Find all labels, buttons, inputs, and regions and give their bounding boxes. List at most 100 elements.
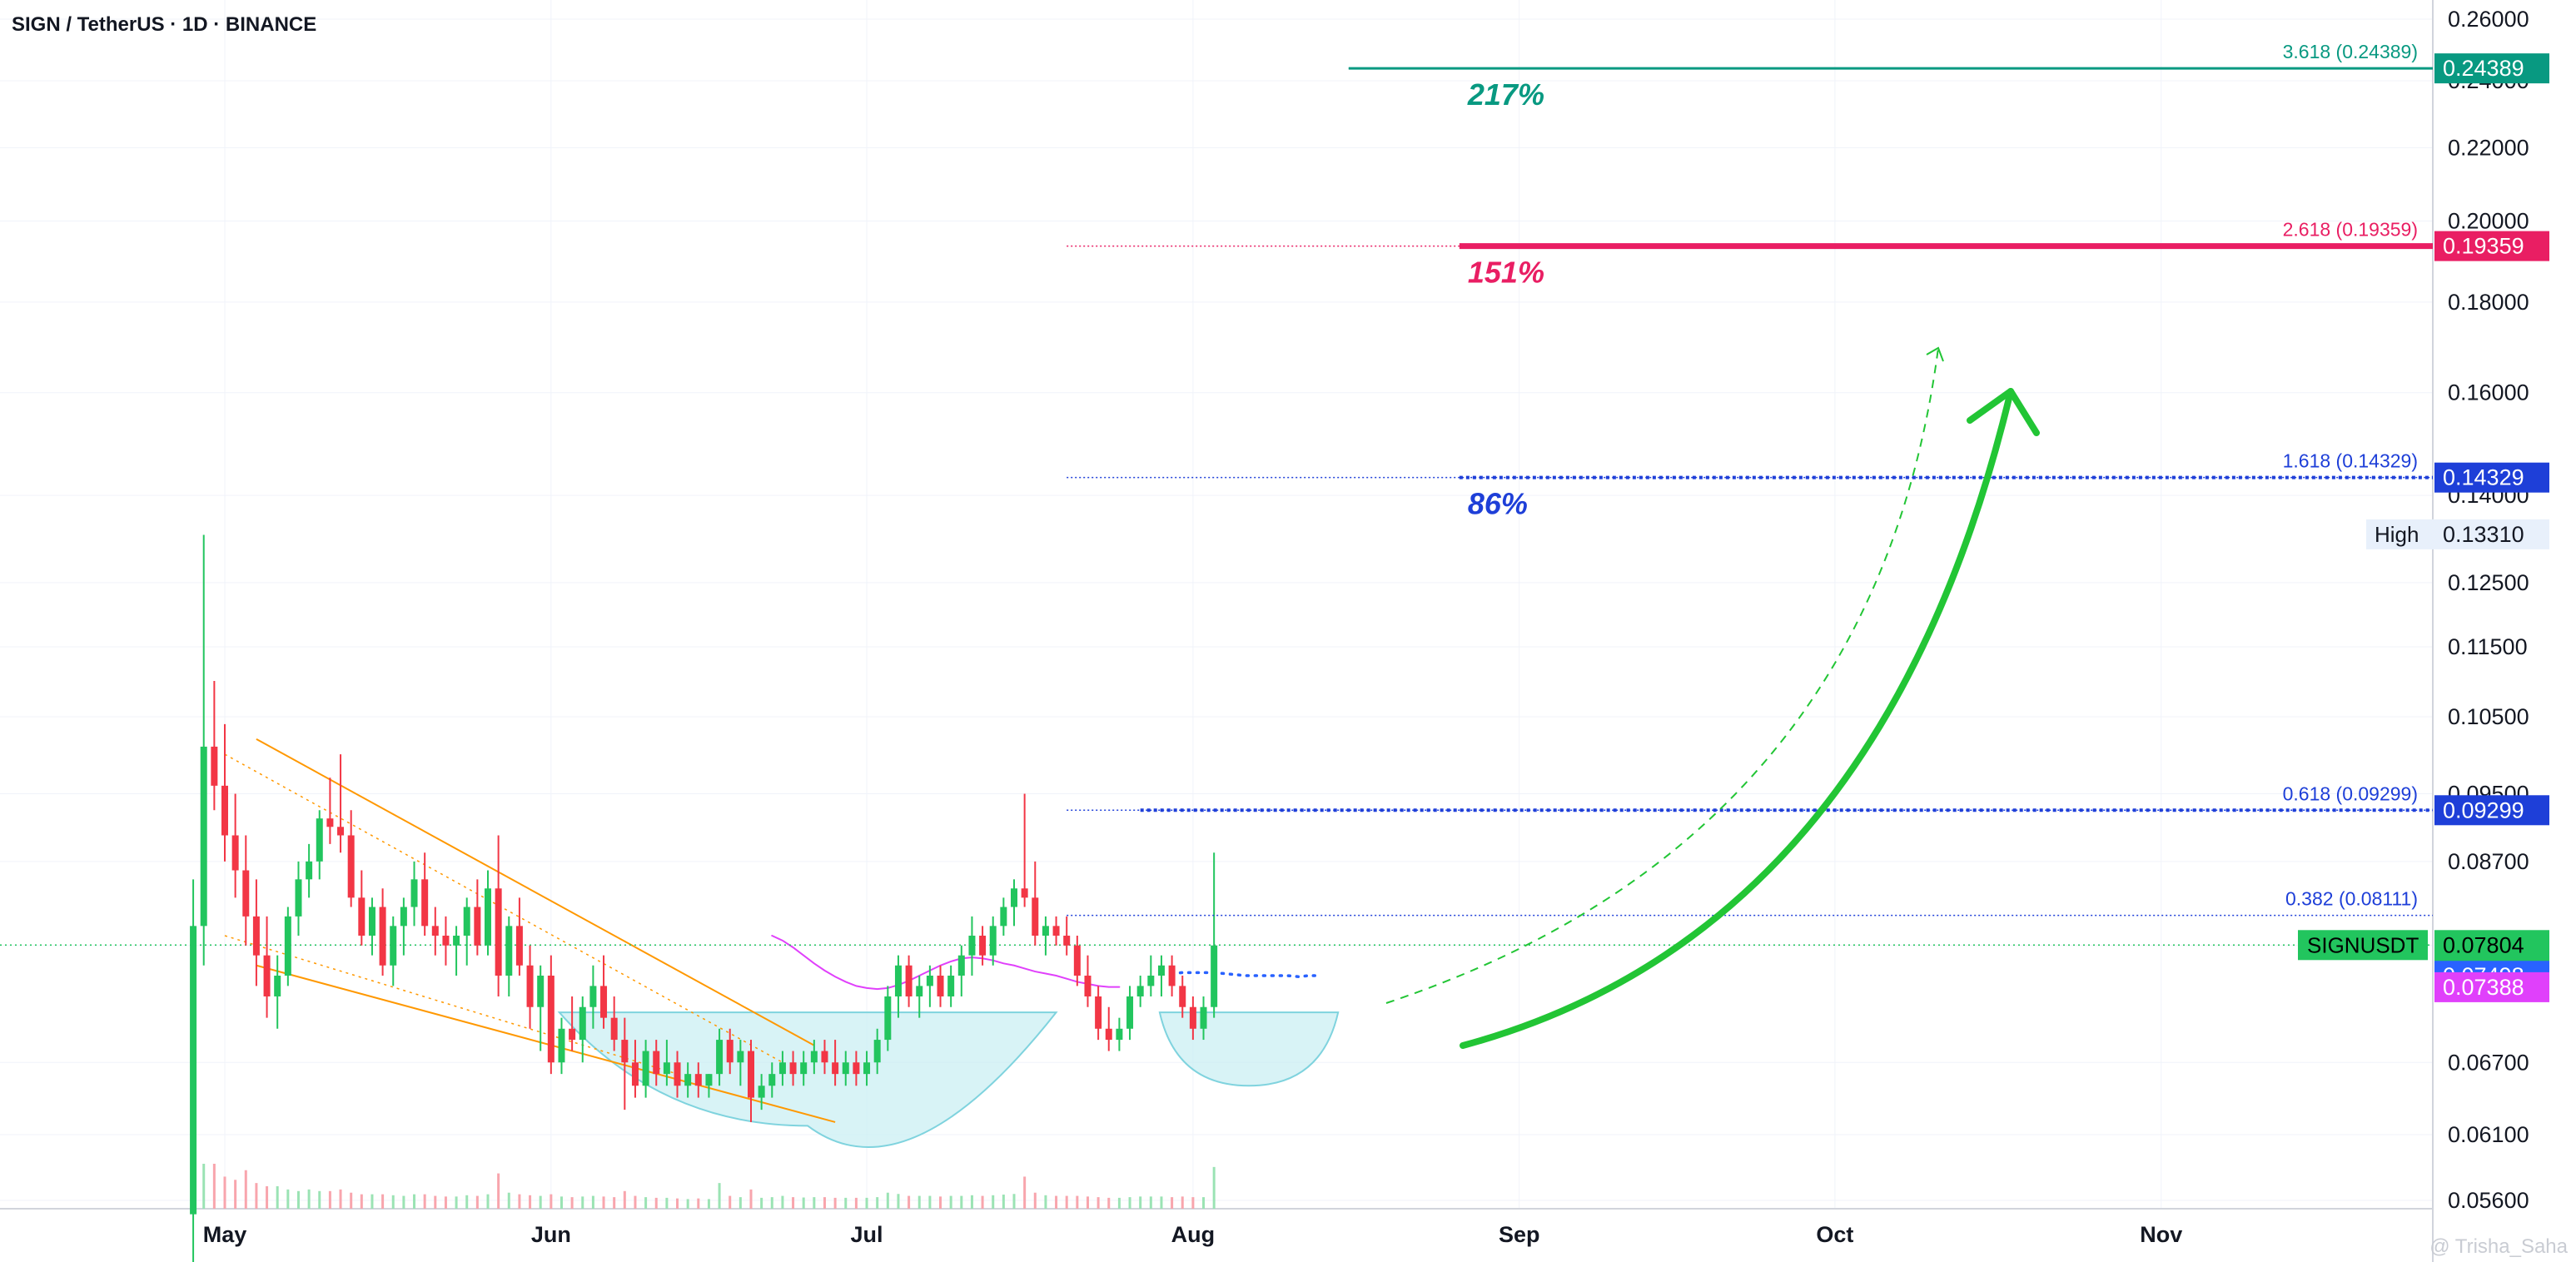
candle xyxy=(190,879,197,1262)
candle-body xyxy=(1095,996,1102,1029)
candle xyxy=(748,1040,754,1122)
candle xyxy=(495,835,502,996)
candle xyxy=(263,916,271,1018)
candle xyxy=(842,1051,849,1086)
candle-body xyxy=(316,818,323,862)
high-badge-tag: High xyxy=(2375,522,2419,547)
volume-bar xyxy=(813,1197,816,1209)
volume-bar xyxy=(455,1196,458,1209)
wedge-upper-line xyxy=(256,738,815,1046)
price-tick-label: 0.06100 xyxy=(2448,1122,2529,1147)
price-badge: 0.07388 xyxy=(2434,971,2549,1002)
volume-bar xyxy=(908,1195,911,1209)
candle-body xyxy=(1073,945,1081,976)
volume-bar xyxy=(676,1198,679,1209)
candle-body xyxy=(200,746,207,927)
candle xyxy=(368,897,375,956)
candle xyxy=(547,955,554,1075)
volume-bar xyxy=(559,1196,563,1209)
volume-bar xyxy=(1160,1196,1163,1209)
candle xyxy=(968,916,976,976)
candle xyxy=(1147,955,1155,996)
price-badge: 0.24389 xyxy=(2434,53,2549,84)
candle-body xyxy=(631,1062,639,1086)
candle xyxy=(347,810,355,907)
price-tick-label: 0.26000 xyxy=(2448,7,2529,32)
volume-bar xyxy=(634,1195,637,1209)
price-tick-label: 0.18000 xyxy=(2448,290,2529,315)
candle-body xyxy=(800,1062,808,1075)
candle xyxy=(947,965,955,1007)
time-tick-label: Aug xyxy=(1171,1222,1215,1247)
candle-body xyxy=(694,1074,702,1086)
volume-bar xyxy=(296,1190,300,1209)
candle-body xyxy=(789,1062,797,1075)
candle xyxy=(1211,852,1218,1018)
wedge-mid-line xyxy=(224,935,678,1075)
volume-bar xyxy=(1086,1196,1089,1209)
candle-body xyxy=(495,888,502,976)
volume-bar xyxy=(833,1197,837,1209)
candle-body xyxy=(347,835,355,898)
volume-bar xyxy=(1076,1195,1079,1209)
candle xyxy=(400,897,407,956)
fib-level-2-618: 2.618 (0.19359) 151% xyxy=(1067,219,2433,290)
candle xyxy=(1042,916,1049,956)
volume-bar xyxy=(381,1194,385,1209)
candle xyxy=(957,945,965,996)
candle xyxy=(252,879,260,986)
volume-bar xyxy=(307,1189,311,1209)
candle xyxy=(653,1040,660,1086)
candle-body xyxy=(832,1062,839,1075)
candle xyxy=(789,1051,797,1086)
price-tick-label: 0.06700 xyxy=(2448,1050,2529,1075)
candle-body xyxy=(1042,926,1049,936)
candle-body xyxy=(390,926,397,966)
candle-body xyxy=(957,955,965,976)
candle-body xyxy=(821,1051,828,1063)
candle xyxy=(284,907,291,986)
symbol-badge-bg xyxy=(2298,930,2428,961)
candle xyxy=(894,955,902,1018)
candle xyxy=(1063,916,1071,956)
volume-bar xyxy=(234,1180,237,1209)
volume-bar xyxy=(465,1195,469,1209)
candle-body xyxy=(537,976,545,1007)
fib-levels: 3.618 (0.24389) 217% 2.618 (0.19359) 151% 1.… xyxy=(1067,41,2433,917)
volume-bar xyxy=(665,1197,669,1209)
candle-body xyxy=(1105,1028,1112,1041)
candle-body xyxy=(1179,986,1186,1007)
candle xyxy=(316,810,323,880)
volume-bar xyxy=(1139,1196,1142,1209)
volume-bar xyxy=(718,1183,721,1209)
symbol-badge-tag: SIGNUSDT xyxy=(2307,932,2419,957)
candle-body xyxy=(778,1062,786,1075)
candle-body xyxy=(726,1040,734,1063)
candle-body xyxy=(463,907,470,936)
volume-bar xyxy=(949,1195,952,1209)
candle-body xyxy=(968,935,976,956)
volume-bar xyxy=(729,1195,732,1209)
volume-bar xyxy=(266,1186,269,1209)
cup-pattern-2 xyxy=(1158,1011,1340,1087)
candle xyxy=(674,1051,681,1098)
last-price-badge-value: 0.07804 xyxy=(2443,932,2524,957)
fib-level-1-618: 1.618 (0.14329) 86% xyxy=(1067,450,2433,521)
volume-bar xyxy=(423,1194,426,1209)
candle xyxy=(474,879,481,956)
candle xyxy=(905,955,913,1007)
candle-body xyxy=(1011,888,1017,907)
candle-body xyxy=(684,1074,692,1086)
candle xyxy=(1200,996,1207,1041)
candle-body xyxy=(979,935,987,956)
fib-level-3-618: 3.618 (0.24389) 217% xyxy=(1348,41,2433,112)
price-tick-label: 0.08700 xyxy=(2448,849,2529,874)
candle-body xyxy=(190,926,197,1215)
candle-body xyxy=(453,935,460,946)
candle-body xyxy=(916,986,923,996)
price-badge: 0.19359 xyxy=(2434,231,2549,261)
volume-bar xyxy=(697,1198,700,1209)
candle xyxy=(705,1074,713,1098)
dashed-arrow-head xyxy=(1926,346,1944,362)
